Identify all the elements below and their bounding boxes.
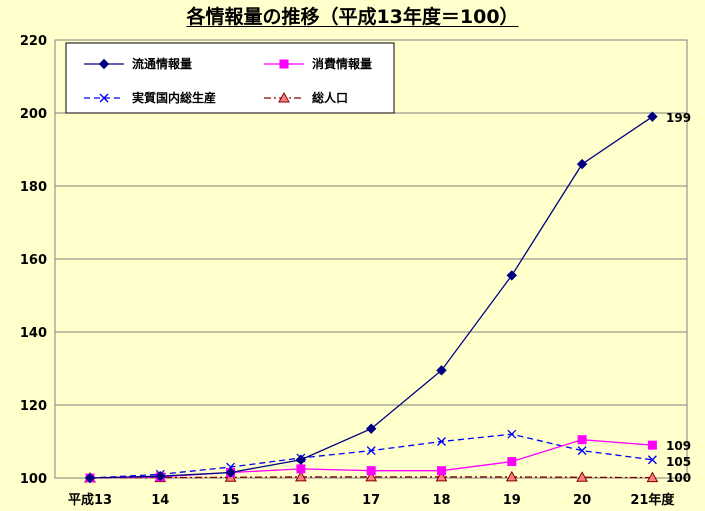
series-1: 199 — [84, 111, 691, 484]
x-tick-label: 17 — [362, 493, 380, 508]
data-label: 105 — [666, 455, 691, 469]
data-point — [437, 466, 446, 476]
data-point — [505, 470, 518, 482]
data-point — [155, 470, 166, 482]
y-tick-label: 100 — [20, 472, 47, 487]
data-point — [295, 454, 307, 465]
data-point — [225, 467, 236, 478]
data-point — [576, 471, 588, 482]
data-point — [436, 365, 447, 376]
x-tick-label: 18 — [432, 493, 450, 508]
data-point — [435, 470, 448, 482]
y-tick-label: 120 — [20, 399, 47, 414]
data-point — [507, 429, 517, 439]
data-point — [278, 91, 290, 103]
axis-labels: 100 120 140 160 180 200 220 平成13 14 15 16 17 18 19 20 2… — [20, 34, 676, 508]
data-point — [84, 472, 96, 484]
data-point — [437, 437, 446, 446]
data-point — [576, 158, 588, 170]
legend-box — [65, 42, 395, 114]
data-point — [295, 470, 307, 482]
data-point — [577, 435, 587, 445]
data-point — [365, 423, 377, 434]
data-point — [506, 270, 518, 281]
x-tick-label: 21年度 — [630, 492, 675, 508]
data-point — [98, 58, 110, 70]
data-point-stroke — [366, 446, 376, 456]
x-tick-label: 15 — [222, 493, 240, 508]
data-point — [647, 455, 657, 465]
legend-label: 流通情報量 — [132, 56, 192, 71]
data-point — [296, 464, 306, 474]
legend-label: 実質国内総生産 — [132, 90, 216, 105]
data-point — [507, 457, 517, 467]
y-tick-label: 140 — [20, 326, 47, 341]
x-tick-label: 平成13 — [68, 492, 112, 508]
legend-item: 流通情報量 — [84, 56, 192, 71]
legend-item: 実質国内総生産 — [84, 90, 216, 105]
y-tick-label: 220 — [20, 34, 47, 49]
data-point — [99, 93, 109, 103]
data-point — [366, 446, 376, 456]
x-tick-label: 20 — [573, 493, 591, 508]
y-tick-label: 180 — [20, 180, 47, 195]
data-point — [279, 59, 289, 69]
x-tick-label: 14 — [151, 493, 169, 508]
data-label: 100 — [666, 471, 691, 485]
legend-item: 総人口 — [264, 90, 348, 105]
data-point — [366, 466, 376, 476]
series-group: 100 105 109 199 — [84, 111, 691, 485]
data-point-stroke — [507, 429, 517, 439]
data-point — [647, 111, 658, 122]
data-point — [365, 470, 378, 482]
data-point — [646, 471, 659, 483]
data-point-stroke — [577, 446, 587, 456]
legend-item: 消費情報量 — [264, 56, 372, 71]
data-point — [577, 446, 587, 456]
data-label: 109 — [666, 439, 691, 453]
legend-label: 消費情報量 — [312, 56, 372, 71]
x-tick-label: 16 — [292, 493, 310, 508]
data-label: 199 — [666, 111, 691, 125]
data-point-stroke — [99, 93, 109, 103]
y-tick-label: 200 — [20, 107, 47, 122]
chart-title: 各情報量の推移（平成13年度＝100） — [186, 6, 519, 28]
x-tick-label: 19 — [503, 493, 521, 508]
data-point-stroke — [437, 437, 446, 446]
legend-label: 総人口 — [312, 90, 348, 105]
data-point-stroke — [647, 455, 657, 465]
y-tick-label: 160 — [20, 253, 47, 268]
data-point — [647, 440, 657, 450]
